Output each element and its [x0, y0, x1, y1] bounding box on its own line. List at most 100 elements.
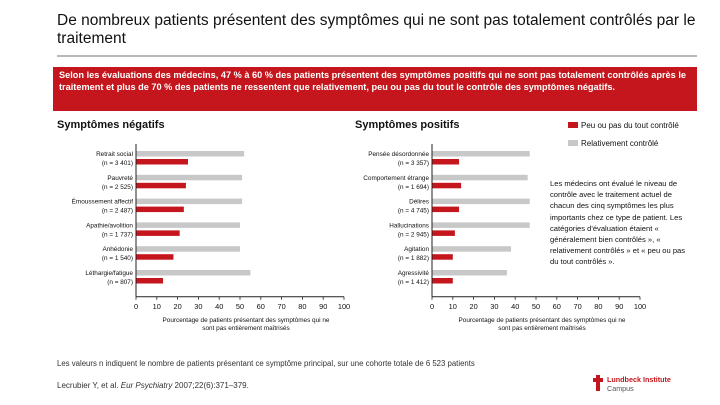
slide-title: De nombreux patients présentent des symp…	[57, 12, 696, 47]
title-divider	[57, 55, 697, 57]
positive-category-label: Hallucinations (n = 2 945)	[389, 222, 429, 238]
positive-x-axis-title: Pourcentage de patients présentant des s…	[459, 317, 626, 324]
negative-category-label: Apathie/avolition (n = 1 737)	[86, 222, 133, 238]
negative-bar-relative	[136, 174, 243, 181]
positive-x-tick-label: 100	[634, 302, 646, 311]
positive-x-tick-label: 60	[553, 302, 561, 311]
logo-icon	[593, 375, 603, 391]
legend-swatch-relative	[568, 140, 578, 146]
negative-x-axis-title-cont: sont pas entièrement maîtrisés	[202, 325, 289, 332]
reference-prefix: Lecrubier Y, et al.	[57, 381, 121, 390]
negative-bar-poor	[136, 159, 188, 165]
negative-category-name: Pauvreté	[107, 175, 133, 182]
negative-bar-relative	[136, 151, 245, 157]
negative-bar-relative	[136, 270, 251, 276]
positive-bar-poor	[432, 278, 453, 284]
positive-x-tick-label: 90	[615, 302, 623, 311]
positive-category-name: Hallucinations	[389, 222, 429, 229]
negative-bar-poor	[136, 230, 180, 236]
legend-label-poor: Peu ou pas du tout contrôlé	[581, 120, 679, 130]
negative-category-label: Anhédonie (n = 1 540)	[102, 246, 134, 262]
logo-sub: Campus	[607, 384, 634, 393]
negative-x-tick-label: 40	[215, 302, 223, 311]
negative-category-n: (n = 2 525)	[102, 184, 133, 191]
negative-category-n: (n = 1 540)	[102, 255, 133, 262]
reference: Lecrubier Y, et al. Eur Psychiatry 2007;…	[57, 381, 249, 390]
negative-x-tick-label: 30	[194, 302, 202, 311]
negative-bar-relative	[136, 198, 243, 205]
negative-x-tick-label: 10	[153, 302, 161, 311]
negative-category-label: Léthargie/fatigue (n = 807)	[85, 270, 133, 286]
legend-item-relative: Relativement contrôlé	[568, 134, 679, 152]
negative-category-name: Émoussement affectif	[72, 197, 134, 206]
negative-panel-title: Symptômes négatifs	[57, 119, 165, 131]
negative-category-n: (n = 2 487)	[102, 208, 133, 215]
positive-bar-relative	[432, 246, 512, 252]
negative-bar-relative	[136, 246, 240, 252]
negative-x-tick-label: 20	[173, 302, 181, 311]
positive-category-label: Agressivité (n = 1 412)	[398, 270, 430, 286]
positive-bar-relative	[432, 222, 530, 228]
negative-bar-relative	[136, 222, 240, 228]
positive-x-tick-label: 40	[511, 302, 519, 311]
positive-x-tick-label: 80	[594, 302, 602, 311]
negative-bar-poor	[136, 278, 164, 284]
negative-category-name: Anhédonie	[102, 246, 133, 253]
positive-category-label: Délires (n = 4 745)	[398, 199, 429, 215]
positive-bar-relative	[432, 270, 507, 276]
negative-category-name: Retrait social	[96, 151, 133, 158]
reference-suffix: 2007;22(6):371–379.	[172, 381, 249, 390]
positive-bar-poor	[432, 254, 453, 260]
positive-panel-title: Symptômes positifs	[355, 119, 460, 131]
legend: Peu ou pas du tout contrôlé Relativement…	[568, 116, 679, 152]
reference-journal: Eur Psychiatry	[120, 381, 173, 390]
positive-x-tick-label: 70	[573, 302, 581, 311]
positive-x-axis-title-cont: sont pas entièrement maîtrisés	[498, 325, 585, 332]
positive-x-tick-label: 20	[469, 302, 477, 311]
positive-category-label: Pensée désordonnée (n = 3 357)	[368, 151, 429, 167]
positive-x-tick-label: 10	[449, 302, 457, 311]
negative-x-tick-label: 100	[338, 302, 350, 311]
negative-x-tick-label: 80	[298, 302, 306, 311]
positive-category-name: Pensée désordonnée	[368, 151, 429, 158]
positive-x-tick-label: 50	[532, 302, 540, 311]
negative-x-axis-title: Pourcentage de patients présentant des s…	[163, 317, 330, 324]
positive-x-tick-label: 0	[430, 302, 434, 311]
legend-label-relative: Relativement contrôlé	[581, 138, 659, 148]
positive-category-label: Comportement étrange (n = 1 694)	[363, 175, 429, 191]
positive-category-n: (n = 1 412)	[398, 279, 429, 286]
positive-category-n: (n = 3 357)	[398, 160, 429, 167]
footnote: Les valeurs n indiquent le nombre de pat…	[57, 359, 475, 368]
positive-bar-relative	[432, 198, 530, 205]
negative-x-tick-label: 0	[134, 302, 138, 311]
positive-category-name: Agressivité	[398, 270, 430, 277]
legend-item-poor: Peu ou pas du tout contrôlé	[568, 116, 679, 134]
negative-category-name: Apathie/avolition	[86, 222, 133, 229]
positive-category-name: Agitation	[404, 246, 429, 253]
summary-banner: Selon les évaluations des médecins, 47 %…	[53, 67, 697, 111]
negative-x-tick-label: 50	[236, 302, 244, 311]
positive-category-name: Comportement étrange	[363, 175, 429, 182]
positive-category-n: (n = 1 694)	[398, 184, 429, 191]
positive-bar-relative	[432, 151, 530, 157]
negative-x-tick-label: 70	[277, 302, 285, 311]
positive-bar-poor	[432, 230, 455, 236]
method-note: Les médecins ont évalué le niveau de con…	[550, 179, 686, 267]
positive-category-name: Délires	[409, 199, 429, 206]
negative-category-n: (n = 1 737)	[102, 231, 133, 238]
positive-category-n: (n = 2 945)	[398, 231, 429, 238]
lundbeck-logo: Lundbeck Institute Campus	[593, 375, 671, 393]
positive-bar-relative	[432, 174, 528, 181]
legend-swatch-poor	[568, 122, 578, 128]
positive-bar-poor	[432, 206, 460, 213]
negative-bar-poor	[136, 254, 174, 260]
negative-bar-poor	[136, 182, 186, 189]
positive-bar-poor	[432, 159, 460, 165]
logo-brand: Lundbeck Institute	[607, 375, 671, 384]
negative-category-label: Retrait social (n = 3 401)	[96, 151, 133, 167]
negative-category-label: Émoussement affectif (n = 2 487)	[72, 197, 134, 215]
negative-x-tick-label: 90	[319, 302, 327, 311]
positive-category-label: Agitation (n = 1 882)	[398, 246, 430, 262]
negative-category-label: Pauvreté (n = 2 525)	[102, 175, 134, 191]
